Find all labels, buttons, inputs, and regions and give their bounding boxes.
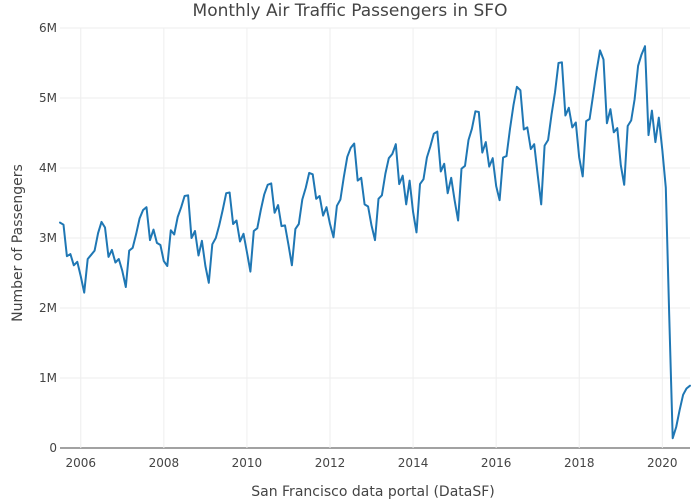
series-layer [59, 45, 691, 440]
x-tick-label: 2006 [65, 456, 96, 470]
x-axis-title: San Francisco data portal (DataSF) [251, 484, 495, 500]
y-tick-label: 2M [39, 301, 57, 315]
y-tick-label: 6M [39, 21, 57, 35]
x-axis-ticks: 2006 2008 2010 2012 2014 2016 2018 2020 [65, 456, 677, 470]
y-tick-label: 1M [39, 371, 57, 385]
y-tick-label: 4M [39, 161, 57, 175]
y-axis-ticks: 0 1M 2M 3M 4M 5M 6M [39, 21, 57, 455]
x-tick-label: 2008 [149, 456, 180, 470]
x-tick-label: 2010 [232, 456, 263, 470]
y-tick-label: 3M [39, 231, 57, 245]
x-tick-label: 2016 [481, 456, 512, 470]
chart-title: Monthly Air Traffic Passengers in SFO [193, 1, 508, 21]
y-axis-title: Number of Passengers [10, 164, 26, 322]
x-tick-label: 2020 [647, 456, 678, 470]
series-line [59, 45, 691, 440]
gridlines [60, 27, 690, 449]
x-tick-label: 2014 [398, 456, 429, 470]
x-tick-label: 2012 [315, 456, 346, 470]
y-tick-label: 0 [49, 441, 57, 455]
x-tick-label: 2018 [564, 456, 595, 470]
y-tick-label: 5M [39, 91, 57, 105]
